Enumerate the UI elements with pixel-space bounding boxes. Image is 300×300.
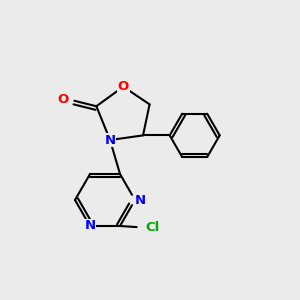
Text: O: O [57, 93, 69, 106]
Text: N: N [135, 194, 146, 206]
Text: Cl: Cl [145, 221, 159, 234]
Text: N: N [104, 134, 116, 146]
Text: O: O [118, 80, 129, 93]
Text: N: N [84, 220, 96, 232]
